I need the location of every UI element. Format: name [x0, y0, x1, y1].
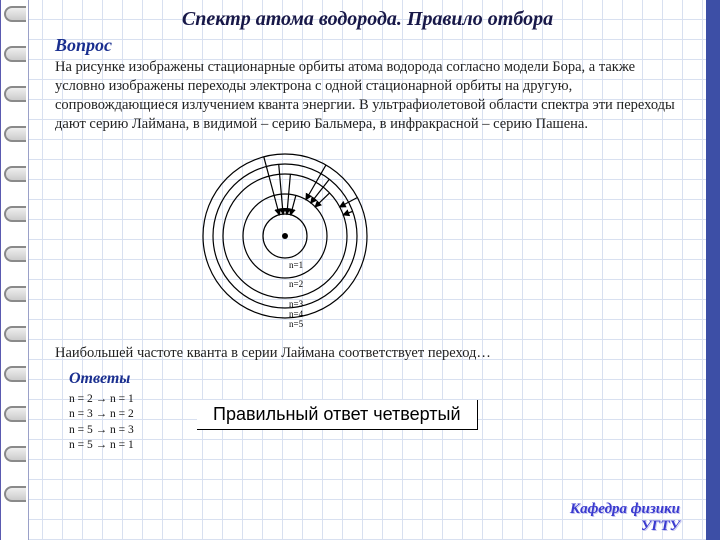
answers-list: n = 2 → n = 1 n = 3 → n = 2 n = 5 → n = …	[69, 392, 179, 454]
binder-ring	[4, 366, 26, 382]
svg-text:n=2: n=2	[289, 279, 303, 289]
binder-ring	[4, 166, 26, 182]
binder-ring	[4, 246, 26, 262]
answers-heading: Ответы	[69, 370, 680, 388]
footer-line2: УГТУ	[641, 518, 680, 534]
binder-ring	[4, 126, 26, 142]
binder-ring	[4, 46, 26, 62]
bohr-orbits-diagram: n=1 n=2 n=3n=4n=5	[155, 141, 415, 341]
correct-answer-box: Правильный ответ четвертый	[197, 400, 478, 430]
binder-ring	[4, 406, 26, 422]
binder-ring	[4, 326, 26, 342]
binder-ring	[4, 286, 26, 302]
question-body: На рисунке изображены стационарные орбит…	[55, 58, 680, 135]
question-heading: Вопрос	[55, 35, 680, 56]
svg-text:n=3: n=3	[289, 299, 304, 309]
svg-text:n=4: n=4	[289, 309, 304, 319]
page-title: Спектр атома водорода. Правило отбора	[55, 4, 680, 33]
binder-ring	[4, 486, 26, 502]
content-area: Спектр атома водорода. Правило отбора Во…	[47, 0, 688, 540]
footer-credit: Кафедра физики УГТУ	[570, 501, 680, 534]
question-caption: Наибольшей частоте кванта в серии Лайман…	[55, 345, 680, 362]
notebook-binder	[1, 0, 29, 540]
page: Спектр атома водорода. Правило отбора Во…	[0, 0, 720, 540]
answers-block: n = 2 → n = 1 n = 3 → n = 2 n = 5 → n = …	[69, 392, 680, 454]
binder-ring	[4, 6, 26, 22]
binder-ring	[4, 446, 26, 462]
svg-text:n=1: n=1	[289, 260, 303, 270]
svg-text:n=5: n=5	[289, 319, 304, 329]
diagram-container: n=1 n=2 n=3n=4n=5	[55, 141, 680, 341]
binder-ring	[4, 206, 26, 222]
footer-line1: Кафедра физики	[570, 501, 680, 517]
binder-ring	[4, 86, 26, 102]
